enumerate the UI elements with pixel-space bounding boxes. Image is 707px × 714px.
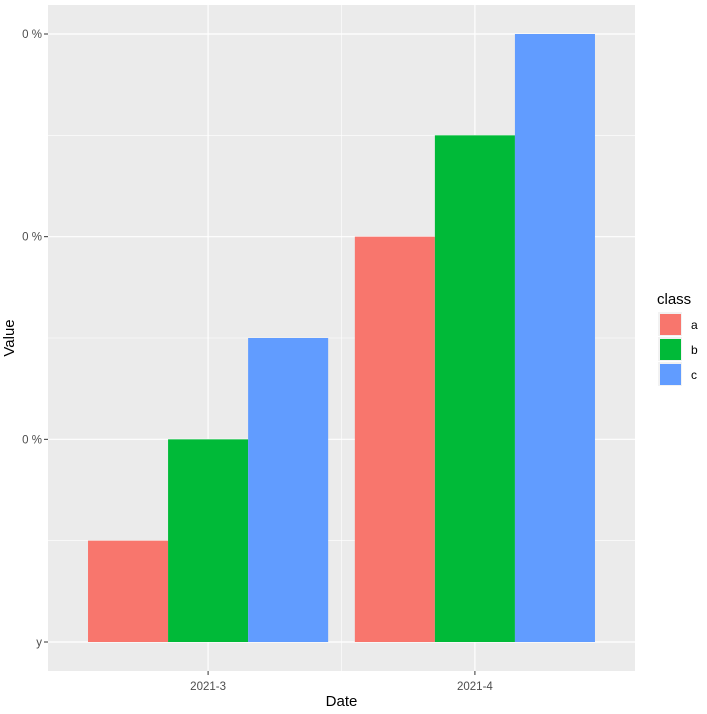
- bar-b-2021-4: [434, 135, 515, 643]
- legend-label-b: b: [691, 343, 698, 357]
- x-axis-title: Date: [326, 693, 358, 710]
- y-tick-label: 0 %: [22, 29, 42, 41]
- y-axis-title: Value: [1, 319, 18, 356]
- bar-a-2021-4: [354, 236, 435, 642]
- legend-label-a: a: [691, 318, 698, 332]
- y-tick-label: y: [36, 637, 42, 649]
- bars: [88, 34, 595, 643]
- x-axis-ticks: 2021-3 2021-4: [190, 671, 493, 693]
- y-tick-label: 0 %: [22, 232, 42, 244]
- y-tick-label: 0 %: [22, 434, 42, 446]
- x-tick-label: 2021-4: [457, 681, 493, 693]
- x-tick-label: 2021-3: [190, 681, 226, 693]
- legend-key-b: [660, 339, 681, 360]
- legend-key-c: [660, 364, 681, 385]
- legend-label-c: c: [691, 368, 697, 382]
- bar-b-2021-3: [168, 439, 249, 642]
- legend: class abc: [657, 291, 698, 386]
- y-axis-ticks: y 0 % 0 % 0 %: [22, 29, 48, 649]
- bar-c-2021-4: [514, 34, 595, 642]
- legend-title: class: [657, 291, 691, 308]
- bar-c-2021-3: [248, 338, 329, 642]
- bar-a-2021-3: [88, 540, 169, 642]
- legend-key-a: [660, 314, 681, 335]
